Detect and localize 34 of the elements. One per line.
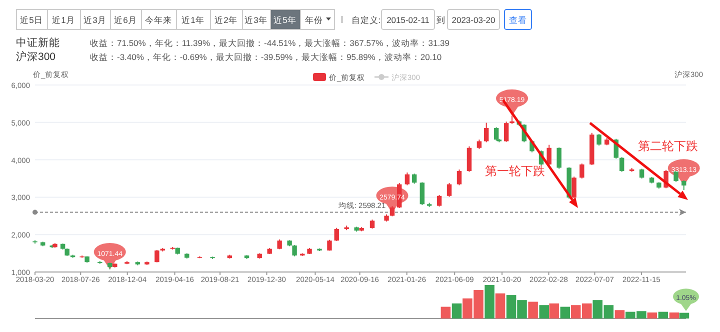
bar: [484, 285, 494, 318]
text: 沪深300: [16, 50, 56, 63]
bar: [539, 305, 549, 318]
text: 收益：-3.40%，年化：-0.69%，最大回撤：-39.59%，最大涨幅：95.89%，波动率：20.10: [90, 52, 442, 62]
bar: [669, 312, 680, 318]
bar: [658, 312, 668, 318]
text: 今年来: [145, 15, 172, 25]
text: 查看: [509, 15, 527, 25]
text: 自定义:: [351, 15, 381, 25]
text: 中证新能: [16, 36, 60, 49]
text: 近6月: [114, 15, 137, 25]
text: 近3月: [84, 15, 106, 25]
bar: [679, 312, 690, 318]
text: 2015-02-11: [386, 15, 430, 25]
text: 近3年: [244, 15, 268, 25]
text: 收益：71.50%，年化：11.39%，最大回撤：-44.51%，最大涨幅：367.57%，波动率：31.39: [90, 38, 450, 48]
annotation: 第二轮下跌: [638, 139, 698, 153]
text: 近5年: [274, 15, 296, 25]
text: 近1月: [52, 15, 75, 25]
text: 到: [436, 15, 446, 25]
bar: [528, 302, 538, 318]
bar: [495, 293, 506, 318]
text: 年份: [305, 15, 323, 25]
text: 近1年: [182, 15, 204, 25]
text: 2023-03-20: [452, 15, 496, 25]
bar: [560, 306, 570, 318]
bar: [549, 303, 559, 318]
bar: [440, 306, 451, 318]
text: 近5日: [20, 15, 43, 25]
bar: [452, 303, 462, 318]
bar: [614, 310, 625, 318]
annotation: 第一轮下跌: [485, 164, 545, 178]
bar: [647, 312, 658, 318]
text: 近2年: [214, 15, 238, 25]
